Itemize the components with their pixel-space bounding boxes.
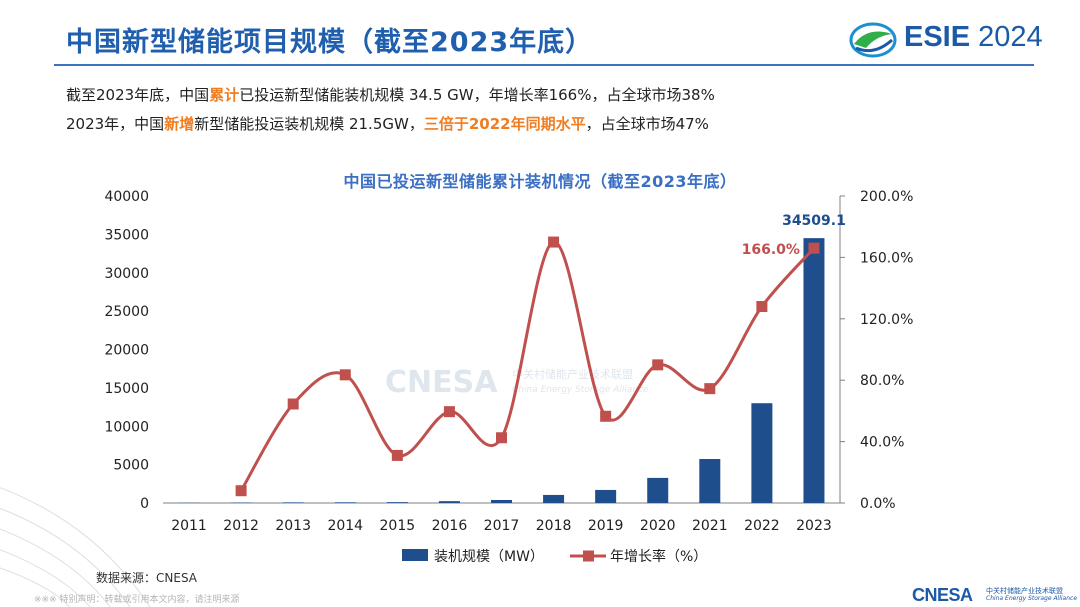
line-point-2012 <box>235 485 247 497</box>
line-point-2019 <box>600 410 612 422</box>
x-tick-label: 2013 <box>275 518 311 534</box>
bar-data-label-2023: 34509.1 <box>782 213 846 229</box>
esie-logo-text: ESIE 2024 <box>904 21 1043 53</box>
footer-logo-en: China Energy Storage Alliance <box>986 595 1078 602</box>
bar-2021 <box>699 459 721 503</box>
line-point-2014 <box>339 369 351 381</box>
line-point-2022 <box>756 301 768 313</box>
y-right-tick-label: 200.0% <box>860 189 913 205</box>
y-left-tick-label: 30000 <box>104 266 149 282</box>
page-title: 中国新型储能项目规模（截至2023年底） <box>66 27 594 58</box>
y-left-tick-label: 20000 <box>104 343 149 359</box>
bar-2019 <box>595 489 617 503</box>
y-right-tick-label: 160.0% <box>860 250 913 266</box>
line-point-2017 <box>496 432 507 444</box>
line-point-2018 <box>548 236 560 248</box>
decorative-arcs <box>0 487 151 607</box>
y-left-tick-label: 15000 <box>104 381 149 397</box>
y-left-tick-label: 0 <box>140 496 149 512</box>
y-right-tick-label: 0.0% <box>860 496 896 512</box>
y-left-tick-label: 5000 <box>113 458 149 474</box>
x-tick-label: 2017 <box>484 518 520 534</box>
line-point-2016 <box>443 406 455 418</box>
x-tick-label: 2015 <box>380 518 416 534</box>
x-tick-label: 2016 <box>432 518 468 534</box>
x-tick-label: 2011 <box>171 518 207 534</box>
disclaimer: ※※※ 特别声明：转载或引用本文内容，请注明来源 <box>34 595 240 605</box>
x-tick-label: 2019 <box>588 518 624 534</box>
y-right-tick-label: 120.0% <box>860 312 913 328</box>
bar-2022 <box>751 403 773 503</box>
title-rule <box>54 64 1034 66</box>
chart-title: 中国已投运新型储能累计装机情况（截至2023年底） <box>343 172 737 191</box>
line-point-2021 <box>704 383 716 395</box>
legend-bar-label: 装机规模（MW） <box>434 549 544 565</box>
bar-2020 <box>647 477 669 503</box>
bar-2014 <box>334 502 356 503</box>
summary-line-2: 2023年，中国新增新型储能投运装机规模 21.5GW，三倍于2022年同期水平… <box>66 115 709 133</box>
line-point-2020 <box>652 359 664 371</box>
bar-2013 <box>282 502 304 503</box>
esie-logo: ESIE 2024 <box>848 20 1043 60</box>
bar-2017 <box>491 500 512 503</box>
x-tick-label: 2020 <box>640 518 676 534</box>
line-point-2015 <box>391 449 403 461</box>
esie-logo-icon <box>849 22 897 58</box>
bar-2018 <box>543 494 565 503</box>
x-tick-label: 2014 <box>327 518 363 534</box>
y-left-tick-label: 35000 <box>104 227 149 243</box>
footer-logo-main: CNESA <box>912 585 973 605</box>
x-tick-label: 2023 <box>796 518 832 534</box>
watermark-main: CNESA <box>385 365 498 400</box>
y-left-tick-label: 40000 <box>104 189 149 205</box>
x-tick-label: 2012 <box>223 518 259 534</box>
data-source: 数据来源：CNESA <box>96 571 197 585</box>
legend-line-marker <box>583 550 594 562</box>
watermark-en: China Energy Storage Alliance <box>512 385 649 395</box>
x-tick-label: 2018 <box>536 518 572 534</box>
growth-rate-line <box>239 240 816 492</box>
line-point-2023 <box>808 242 820 254</box>
y-right-tick-label: 40.0% <box>860 435 904 451</box>
bar-2016 <box>438 501 460 503</box>
y-left-tick-label: 25000 <box>104 304 149 320</box>
bar-2023 <box>803 238 825 504</box>
bar-2015 <box>386 502 408 503</box>
legend-line-label: 年增长率（%） <box>610 548 707 565</box>
legend-bar-swatch <box>402 549 428 561</box>
y-left-tick-label: 10000 <box>104 419 149 435</box>
watermark-cn: 中关村储能产业技术联盟 <box>512 367 633 381</box>
x-tick-label: 2022 <box>744 518 780 534</box>
x-tick-label: 2021 <box>692 518 728 534</box>
summary-line-1: 截至2023年底，中国累计已投运新型储能装机规模 34.5 GW，年增长率166… <box>66 86 715 104</box>
cnesa-footer-logo: CNESA 中关村储能产业技术联盟 China Energy Storage A… <box>912 585 1077 605</box>
footer-logo-cn: 中关村储能产业技术联盟 <box>986 587 1063 595</box>
line-data-label-2023: 166.0% <box>742 242 800 258</box>
line-point-2013 <box>287 398 299 410</box>
y-right-tick-label: 80.0% <box>860 373 904 389</box>
